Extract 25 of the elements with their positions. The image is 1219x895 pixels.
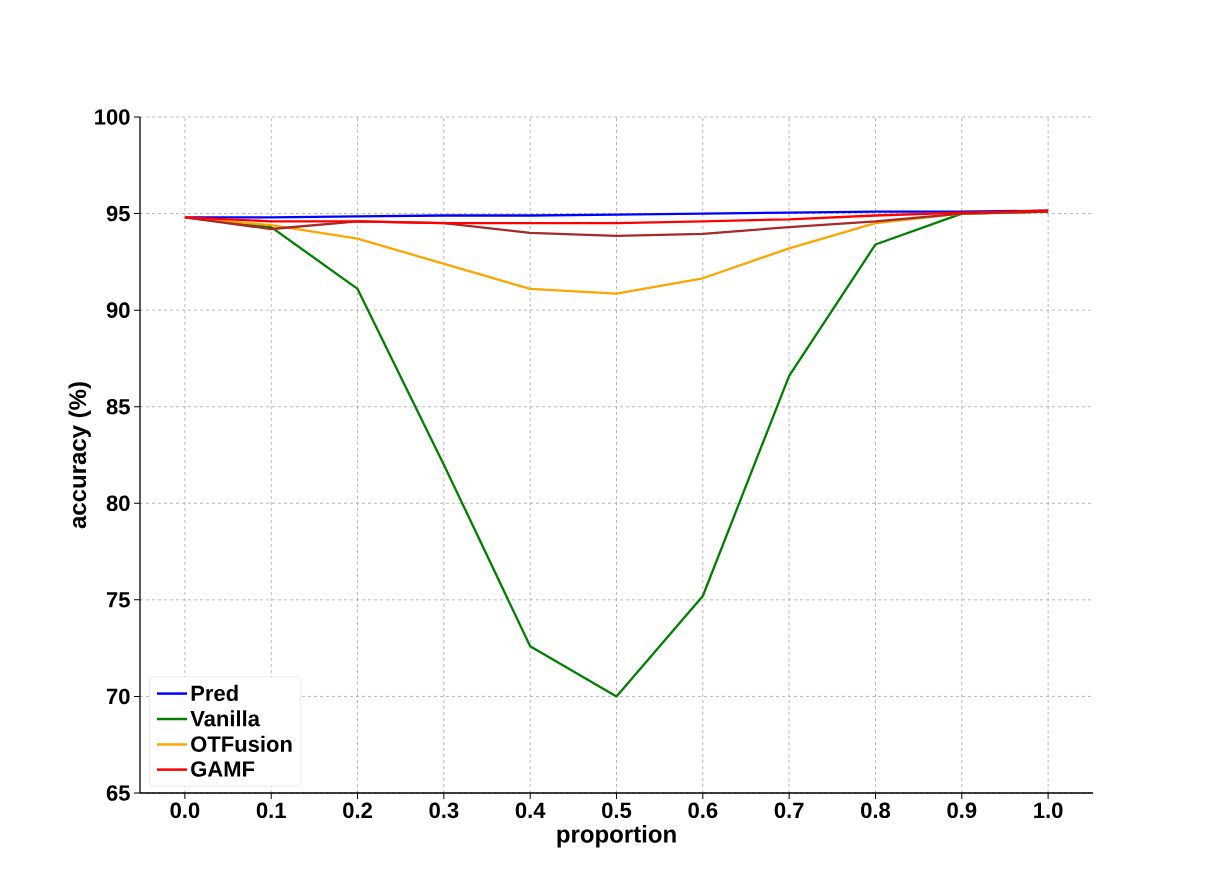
y-tick-label: 90 bbox=[106, 302, 130, 318]
y-axis-title: accuracy (%) bbox=[68, 382, 91, 529]
y-tick-label: 75 bbox=[106, 592, 130, 608]
x-tick-label: 0.1 bbox=[256, 802, 286, 819]
x-tick-label: 0.3 bbox=[429, 802, 459, 819]
legend-label: Pred bbox=[191, 684, 238, 702]
legend-label: GAMF bbox=[191, 761, 255, 777]
y-tick-label: 70 bbox=[106, 688, 130, 705]
legend-label: OTFusion bbox=[191, 735, 292, 752]
legend-label: Vanilla bbox=[190, 710, 261, 727]
x-tick-label: 0.0 bbox=[170, 802, 200, 819]
y-tick-label: 80 bbox=[106, 495, 130, 512]
x-tick-label: 0.7 bbox=[774, 802, 804, 819]
y-tick-label: 95 bbox=[106, 205, 130, 222]
y-tick-label: 85 bbox=[106, 398, 130, 415]
x-tick-label: 0.9 bbox=[947, 802, 977, 819]
y-tick-label: 65 bbox=[106, 785, 130, 801]
x-tick-label: 0.4 bbox=[515, 802, 546, 819]
y-tick-label: 100 bbox=[95, 109, 130, 125]
x-tick-label: 0.6 bbox=[688, 802, 718, 819]
x-tick-label: 0.2 bbox=[343, 802, 372, 819]
x-axis-title: proportion bbox=[557, 825, 676, 848]
x-tick-label: 0.5 bbox=[602, 802, 632, 819]
x-tick-label: 0.8 bbox=[861, 802, 891, 819]
x-tick-label: 1.0 bbox=[1034, 802, 1063, 819]
